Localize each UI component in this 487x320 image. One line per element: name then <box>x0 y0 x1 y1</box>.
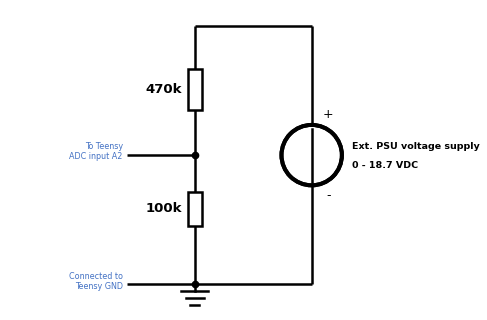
Text: Ext. PSU voltage supply: Ext. PSU voltage supply <box>352 142 479 151</box>
Text: 100k: 100k <box>146 202 182 215</box>
Text: +: + <box>323 108 334 121</box>
Text: 470k: 470k <box>146 83 182 96</box>
Circle shape <box>281 125 342 185</box>
Bar <box>188 192 202 226</box>
Bar <box>188 69 202 110</box>
Text: -: - <box>326 189 331 202</box>
Text: 0 - 18.7 VDC: 0 - 18.7 VDC <box>352 161 418 170</box>
Text: Connected to
Teensy GND: Connected to Teensy GND <box>69 272 123 292</box>
Text: To Teensy
ADC input A2: To Teensy ADC input A2 <box>69 141 123 161</box>
